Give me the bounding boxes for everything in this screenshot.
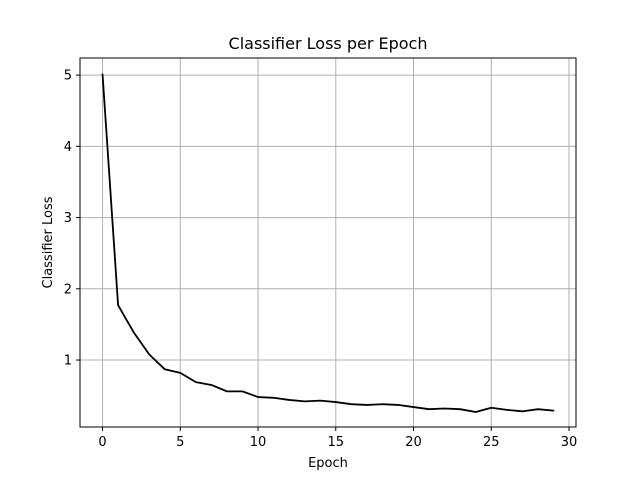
loss-series-line — [101, 73, 555, 413]
y-tick-label: 2 — [64, 282, 72, 297]
y-tick-label: 4 — [64, 140, 72, 155]
y-tick-label: 1 — [64, 354, 72, 369]
x-tick-label: 20 — [405, 435, 422, 450]
x-tick-label: 15 — [328, 435, 345, 450]
plot-frame — [79, 57, 577, 428]
x-tick-label: 25 — [483, 435, 500, 450]
series-layer — [101, 73, 555, 413]
y-tick-label: 5 — [64, 69, 72, 84]
tick-layer: 0 5 10 15 20 25 30 1 2 3 4 5 — [64, 69, 578, 450]
grid-layer — [80, 58, 576, 427]
x-axis-label: Epoch — [308, 456, 348, 471]
x-tick-label: 5 — [176, 435, 184, 450]
x-tick-label: 0 — [98, 435, 106, 450]
x-tick-label: 10 — [250, 435, 267, 450]
x-tick-label: 30 — [561, 435, 578, 450]
chart-title: Classifier Loss per Epoch — [229, 34, 428, 53]
y-tick-label: 3 — [64, 211, 72, 226]
y-axis-label: Classifier Loss — [41, 196, 56, 288]
